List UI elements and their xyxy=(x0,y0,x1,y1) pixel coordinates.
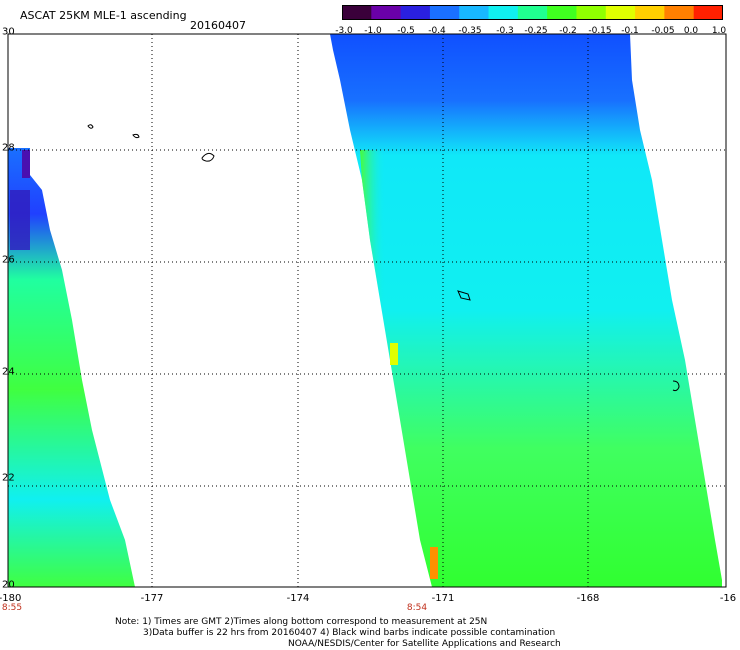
lon-label: -177 xyxy=(140,593,164,604)
colorbar-label: 0.0 xyxy=(683,26,699,36)
coastlines xyxy=(87,124,680,392)
colorbar-label: -0.5 xyxy=(397,26,415,36)
note-line-2: 3)Data buffer is 22 hrs from 20160407 4)… xyxy=(143,628,556,638)
colorbar-segment xyxy=(371,5,402,20)
lat-label: 28 xyxy=(2,142,15,154)
colorbar-segment xyxy=(459,5,490,20)
grid xyxy=(8,34,726,587)
colorbar-segment xyxy=(576,5,607,20)
swath-time-label: 8:55 xyxy=(1,603,23,613)
swath-left-dark xyxy=(22,150,30,178)
swath-data xyxy=(8,34,722,587)
lat-label: 26 xyxy=(2,254,15,266)
colorbar-label: -0.05 xyxy=(651,26,675,36)
colorbar-segment xyxy=(342,5,372,20)
colorbar-label: -0.1 xyxy=(621,26,639,36)
swath-left xyxy=(8,148,135,587)
colorbar-segment xyxy=(664,5,695,20)
colorbar-labels: -3.0 -1.0 -0.5 -0.4 -0.35 -0.3 -0.25 -0.… xyxy=(330,26,730,38)
colorbar-label: -0.15 xyxy=(588,26,612,36)
colorbar-label: -0.25 xyxy=(524,26,548,36)
colorbar-segment xyxy=(693,5,723,20)
swath-right xyxy=(330,34,722,587)
colorbar-segment xyxy=(400,5,431,20)
colorbar xyxy=(342,5,723,20)
note-line-1: Note: 1) Times are GMT 2)Times along bot… xyxy=(115,617,488,627)
colorbar-label: -0.4 xyxy=(428,26,446,36)
lon-label: -171 xyxy=(431,593,455,604)
colorbar-segment xyxy=(635,5,665,20)
map-date: 20160407 xyxy=(190,19,246,32)
colorbar-label: -0.2 xyxy=(559,26,577,36)
colorbar-frame xyxy=(342,5,723,20)
colorbar-label: -1.0 xyxy=(364,26,382,36)
map-title: ASCAT 25KM MLE-1 ascending xyxy=(20,9,187,22)
colorbar-label: -3.0 xyxy=(335,26,353,36)
lon-label: -168 xyxy=(576,593,600,604)
lat-label: 30 xyxy=(2,26,15,38)
hotspot xyxy=(430,547,438,579)
lat-label: 24 xyxy=(2,366,15,378)
colorbar-segment xyxy=(605,5,636,20)
colorbar-segment xyxy=(488,5,519,20)
colorbar-label: -0.35 xyxy=(458,26,482,36)
hotspot xyxy=(390,343,398,365)
colorbar-label: -0.3 xyxy=(496,26,514,36)
swath-right-edge xyxy=(360,150,432,587)
plot-frame xyxy=(7,33,727,588)
lon-label: -174 xyxy=(286,593,310,604)
colorbar-segment xyxy=(547,5,578,20)
swath-left-dark xyxy=(10,190,30,250)
lon-label: -180 xyxy=(0,593,22,604)
lon-label: -16 xyxy=(719,593,737,604)
colorbar-segment xyxy=(429,5,460,20)
note-line-3: NOAA/NESDIS/Center for Satellite Applica… xyxy=(288,639,561,649)
colorbar-label: 1.0 xyxy=(711,26,727,36)
colorbar-segment xyxy=(517,5,548,20)
lat-label: 20 xyxy=(2,579,15,591)
swath-time-label: 8:54 xyxy=(406,603,428,613)
lat-label: 22 xyxy=(2,472,15,484)
